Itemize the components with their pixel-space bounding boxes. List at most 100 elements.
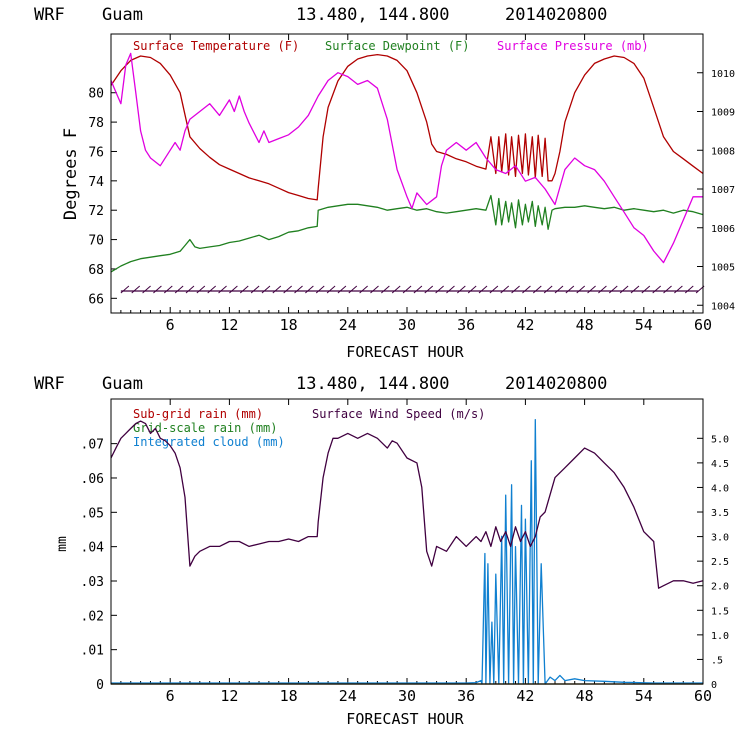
panel1-xlabel: FORECAST HOUR	[346, 343, 464, 361]
panel2-series	[110, 418, 704, 685]
y-tick-label-left: .03	[81, 575, 104, 590]
panel1-header: WRF Guam 13.480, 144.800 2014020800	[34, 5, 607, 25]
x-tick-label: 42	[516, 316, 534, 334]
wind-barb	[272, 285, 282, 294]
legend-surface-temperature: Surface Temperature (F)	[133, 39, 299, 53]
y-tick-label-right: 3.5	[711, 508, 729, 519]
legend-surface-dewpoint: Surface Dewpoint (F)	[325, 39, 470, 53]
y-tick-label-right: 1010	[711, 69, 735, 80]
panel1-coords: 13.480, 144.800	[296, 5, 450, 25]
y-tick-label-left: 80	[88, 87, 104, 102]
wind-barb	[543, 285, 553, 294]
wind-barb	[674, 285, 683, 294]
wind-barb	[402, 285, 412, 294]
y-tick-label-right: 4.0	[711, 483, 729, 494]
wind-barb	[381, 285, 390, 294]
x-tick-label: 18	[280, 687, 298, 705]
panel2-header: WRF Guam 13.480, 144.800 2014020800	[34, 374, 607, 394]
legend-surface-pressure: Surface Pressure (mb)	[497, 39, 649, 53]
y-tick-label-right: 2.0	[711, 582, 729, 593]
y-tick-label-left: 78	[88, 116, 104, 131]
panel1-site: Guam	[102, 5, 143, 25]
x-tick-label: 6	[166, 687, 175, 705]
y-tick-label-left: 70	[88, 234, 104, 249]
wind-barb	[294, 285, 303, 294]
x-tick-label: 24	[339, 687, 357, 705]
wind-barb	[370, 285, 379, 294]
wind-barb	[174, 285, 184, 294]
wind-barb	[185, 285, 195, 294]
x-tick-label: 30	[398, 316, 416, 334]
y-tick-label-left: 76	[88, 145, 104, 160]
wind-barb	[467, 285, 477, 294]
wind-barb	[207, 285, 217, 294]
y-tick-label-left: .06	[81, 472, 104, 487]
y-tick-label-right: 1.5	[711, 606, 729, 617]
panel1-frame	[110, 33, 704, 314]
wind-barb	[619, 285, 629, 294]
x-tick-label: 54	[635, 316, 653, 334]
panel2-xlabel: FORECAST HOUR	[346, 710, 464, 728]
wind-barb	[652, 285, 662, 294]
y-tick-label-left: .07	[81, 438, 104, 453]
legend-gridscale-rain: Grid-scale rain (mm)	[133, 421, 278, 435]
wind-barb	[218, 285, 227, 294]
wind-barb	[305, 285, 314, 294]
x-tick-label: 42	[516, 687, 534, 705]
panel1-ylabel: Degrees F	[61, 128, 81, 220]
wind-barb	[576, 285, 586, 294]
wind-barb	[478, 285, 488, 294]
wind-barb	[435, 285, 444, 294]
wind-barb	[446, 285, 455, 294]
y-tick-label-left: 68	[88, 263, 104, 278]
panel2-site: Guam	[102, 374, 143, 394]
series-wind	[110, 420, 704, 589]
wind-barb	[120, 285, 130, 294]
y-tick-label-left: 66	[88, 292, 104, 307]
y-tick-label-left: 0	[96, 678, 104, 693]
y-tick-label-right: 1006	[711, 224, 735, 235]
wind-barb	[163, 285, 173, 294]
panel2-model: WRF	[34, 374, 65, 394]
wind-barb	[522, 285, 531, 294]
y-tick-label-left: .02	[81, 609, 104, 624]
panel2-coords: 13.480, 144.800	[296, 374, 450, 394]
panel2-frame	[110, 398, 704, 685]
x-tick-label: 36	[457, 687, 475, 705]
series-pressure	[110, 52, 703, 264]
panel2-init-time: 2014020800	[505, 374, 607, 394]
x-tick-label: 18	[280, 316, 298, 334]
legend-surface-wind-speed: Surface Wind Speed (m/s)	[312, 407, 485, 421]
y-tick-label-right: 1005	[711, 263, 735, 274]
x-tick-label: 48	[576, 687, 594, 705]
x-tick-label: 12	[220, 316, 238, 334]
wind-barb	[326, 285, 336, 294]
series-dewpoint	[110, 194, 704, 273]
x-tick-label: 12	[220, 687, 238, 705]
x-tick-label: 6	[166, 316, 175, 334]
panel1-model: WRF	[34, 5, 65, 25]
wind-barb	[663, 285, 672, 294]
wind-barb	[348, 285, 358, 294]
y-tick-label-right: 1004	[711, 301, 735, 312]
wind-barb	[413, 285, 423, 294]
wind-barb	[315, 285, 325, 294]
wind-barb	[239, 285, 249, 294]
wind-barb	[359, 285, 368, 294]
x-tick-label: 48	[576, 316, 594, 334]
y-tick-label-right: .5	[711, 655, 723, 666]
y-tick-label-right: 1009	[711, 108, 735, 119]
wind-barb	[489, 285, 499, 294]
x-tick-label: 24	[339, 316, 357, 334]
x-tick-label: 30	[398, 687, 416, 705]
y-tick-label-left: .05	[81, 506, 104, 521]
y-tick-label-left: .01	[81, 644, 104, 659]
wind-barb	[142, 285, 151, 294]
wind-barb	[608, 285, 618, 294]
x-tick-label: 60	[694, 316, 712, 334]
x-tick-label: 36	[457, 316, 475, 334]
panel1-ticks: 6 12 18 24 30 36 42 48 54 60 66 68 70 72 74 76 78 80 1004 1…	[88, 34, 735, 334]
y-tick-label-right: 1008	[711, 146, 735, 157]
wind-barb	[684, 285, 694, 294]
